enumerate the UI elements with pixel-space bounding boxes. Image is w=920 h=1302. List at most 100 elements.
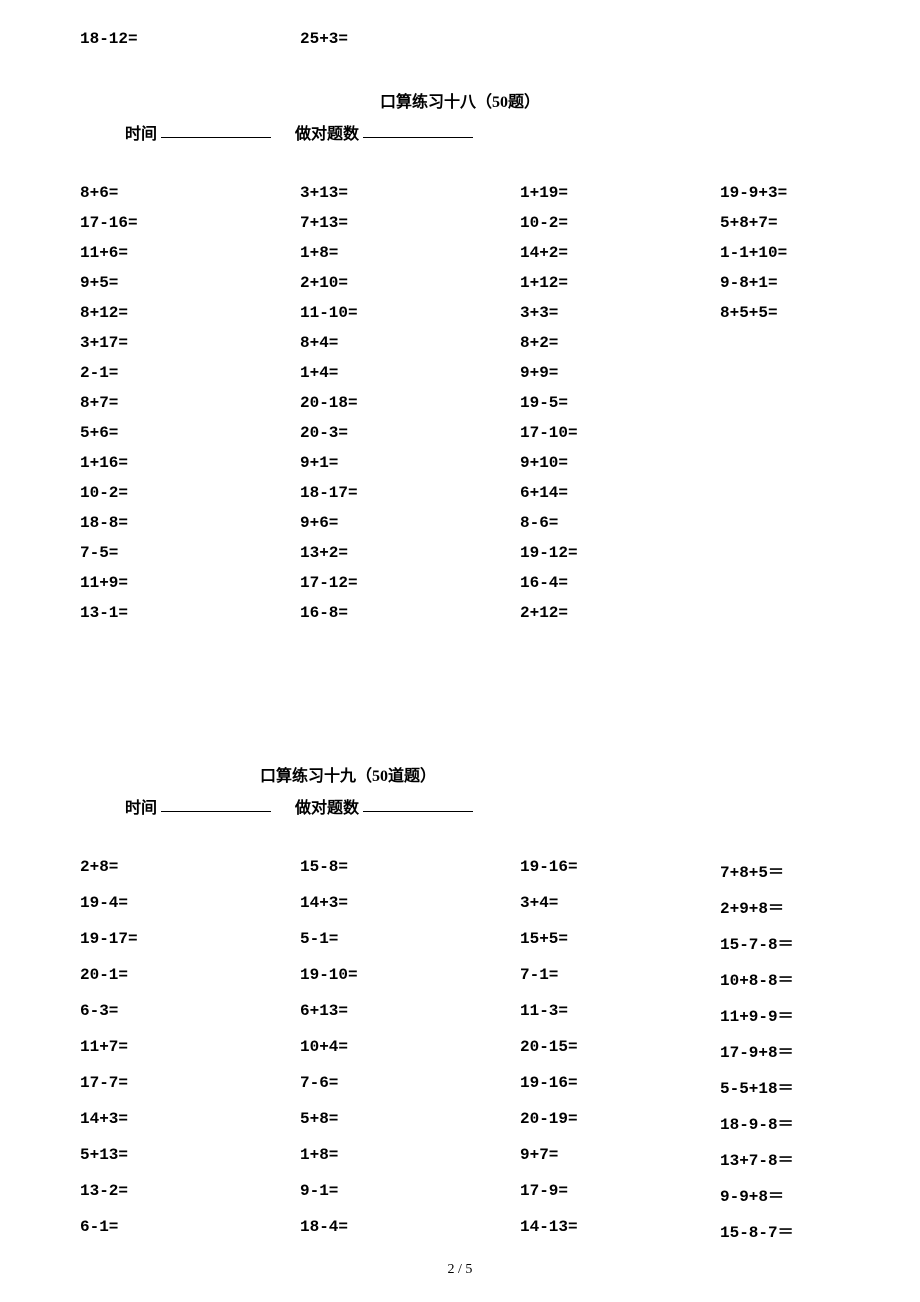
- problem-cell: 7+8+5＝: [720, 858, 840, 882]
- problem-cell: 16-8=: [300, 604, 520, 622]
- problem-cell: 19-16=: [520, 858, 720, 882]
- problem-cell: 17-7=: [80, 1074, 300, 1098]
- problem-cell: 10-2=: [80, 484, 300, 502]
- problem-cell: 11-10=: [300, 304, 520, 322]
- problem-cell: 7-6=: [300, 1074, 520, 1098]
- problem-cell: 20-15=: [520, 1038, 720, 1062]
- problem-cell: 1+19=: [520, 184, 720, 202]
- problem-cell: 6+13=: [300, 1002, 520, 1026]
- problem-cell: 18-17=: [300, 484, 520, 502]
- problem-cell: 1+4=: [300, 364, 520, 382]
- time-blank: [161, 794, 271, 812]
- problem-cell: [720, 454, 840, 472]
- problem-cell: 16-4=: [520, 574, 720, 592]
- problem-cell: 10-2=: [520, 214, 720, 232]
- problem-cell: 3+3=: [520, 304, 720, 322]
- problem-cell: 19-10=: [300, 966, 520, 990]
- section-18-grid: 8+6=3+13=1+19=19-9+3=17-16=7+13=10-2=5+8…: [80, 184, 840, 622]
- problem-cell: 19-5=: [520, 394, 720, 412]
- problem-cell: 15-7-8＝: [720, 930, 840, 954]
- problem-cell: 17-9+8＝: [720, 1038, 840, 1062]
- problem-cell: 1+8=: [300, 244, 520, 262]
- problem-cell: 9-1=: [300, 1182, 520, 1206]
- problem-cell: 5-1=: [300, 930, 520, 954]
- problem-cell: 20-18=: [300, 394, 520, 412]
- problem-cell: 25+3=: [300, 30, 348, 48]
- problem-cell: 17-9=: [520, 1182, 720, 1206]
- section-19-meta: 时间 做对题数: [80, 794, 840, 818]
- problem-cell: [720, 424, 840, 442]
- problem-cell: 20-3=: [300, 424, 520, 442]
- correct-blank: [363, 794, 473, 812]
- problem-cell: 19-17=: [80, 930, 300, 954]
- problem-cell: 6-1=: [80, 1218, 300, 1242]
- problem-cell: 19-4=: [80, 894, 300, 918]
- problem-cell: 6+14=: [520, 484, 720, 502]
- problem-cell: 9+9=: [520, 364, 720, 382]
- problem-cell: [720, 484, 840, 502]
- problem-cell: 10+8-8＝: [720, 966, 840, 990]
- correct-blank: [363, 120, 473, 138]
- problem-cell: 11-3=: [520, 1002, 720, 1026]
- problem-cell: 18-8=: [80, 514, 300, 532]
- problem-cell: 11+7=: [80, 1038, 300, 1062]
- section-18-title: 口算练习十八（50题）: [80, 88, 840, 112]
- problem-cell: 2+8=: [80, 858, 300, 882]
- time-label: 时间: [125, 794, 157, 818]
- section-19-title: 口算练习十九（50道题）: [80, 762, 840, 786]
- problem-cell: 9-9+8＝: [720, 1182, 840, 1206]
- problem-cell: 13+2=: [300, 544, 520, 562]
- problem-cell: 3+17=: [80, 334, 300, 352]
- problem-cell: 18-9-8＝: [720, 1110, 840, 1134]
- problem-cell: 2+9+8＝: [720, 894, 840, 918]
- problem-cell: 2+10=: [300, 274, 520, 292]
- top-problem-row: 18-12= 25+3=: [80, 30, 840, 48]
- problem-cell: 6-3=: [80, 1002, 300, 1026]
- problem-cell: [720, 544, 840, 562]
- problem-cell: 1+12=: [520, 274, 720, 292]
- problem-cell: [720, 514, 840, 532]
- problem-cell: 17-12=: [300, 574, 520, 592]
- problem-cell: [720, 394, 840, 412]
- problem-cell: 8+5+5=: [720, 304, 840, 322]
- problem-cell: 19-16=: [520, 1074, 720, 1098]
- problem-cell: 20-19=: [520, 1110, 720, 1134]
- problem-cell: 17-10=: [520, 424, 720, 442]
- problem-cell: 1-1+10=: [720, 244, 840, 262]
- section-19-grid: 2+8=15-8=19-16=7+8+5＝19-4=14+3=3+4=2+9+8…: [80, 858, 840, 1242]
- problem-cell: 5+8=: [300, 1110, 520, 1134]
- problem-cell: 17-16=: [80, 214, 300, 232]
- problem-cell: 15-8=: [300, 858, 520, 882]
- problem-cell: 5+13=: [80, 1146, 300, 1170]
- section-18-meta: 时间 做对题数: [80, 120, 840, 144]
- correct-label: 做对题数: [295, 120, 359, 144]
- problem-cell: 8+2=: [520, 334, 720, 352]
- problem-cell: 2+12=: [520, 604, 720, 622]
- problem-cell: 7+13=: [300, 214, 520, 232]
- problem-cell: 9-8+1=: [720, 274, 840, 292]
- problem-cell: 5+8+7=: [720, 214, 840, 232]
- problem-cell: 14+2=: [520, 244, 720, 262]
- problem-cell: 2-1=: [80, 364, 300, 382]
- problem-cell: 15-8-7＝: [720, 1218, 840, 1242]
- problem-cell: 9+7=: [520, 1146, 720, 1170]
- time-label: 时间: [125, 120, 157, 144]
- problem-cell: 1+8=: [300, 1146, 520, 1170]
- problem-cell: 11+9-9＝: [720, 1002, 840, 1026]
- problem-cell: 9+5=: [80, 274, 300, 292]
- problem-cell: 19-12=: [520, 544, 720, 562]
- problem-cell: 13-2=: [80, 1182, 300, 1206]
- problem-cell: [720, 334, 840, 352]
- problem-cell: 9+6=: [300, 514, 520, 532]
- problem-cell: 8+4=: [300, 334, 520, 352]
- problem-cell: 9+10=: [520, 454, 720, 472]
- problem-cell: 3+13=: [300, 184, 520, 202]
- problem-cell: 11+9=: [80, 574, 300, 592]
- problem-cell: 8+12=: [80, 304, 300, 322]
- problem-cell: 20-1=: [80, 966, 300, 990]
- problem-cell: 15+5=: [520, 930, 720, 954]
- problem-cell: 7-5=: [80, 544, 300, 562]
- problem-cell: 11+6=: [80, 244, 300, 262]
- problem-cell: 14+3=: [80, 1110, 300, 1134]
- problem-cell: 18-4=: [300, 1218, 520, 1242]
